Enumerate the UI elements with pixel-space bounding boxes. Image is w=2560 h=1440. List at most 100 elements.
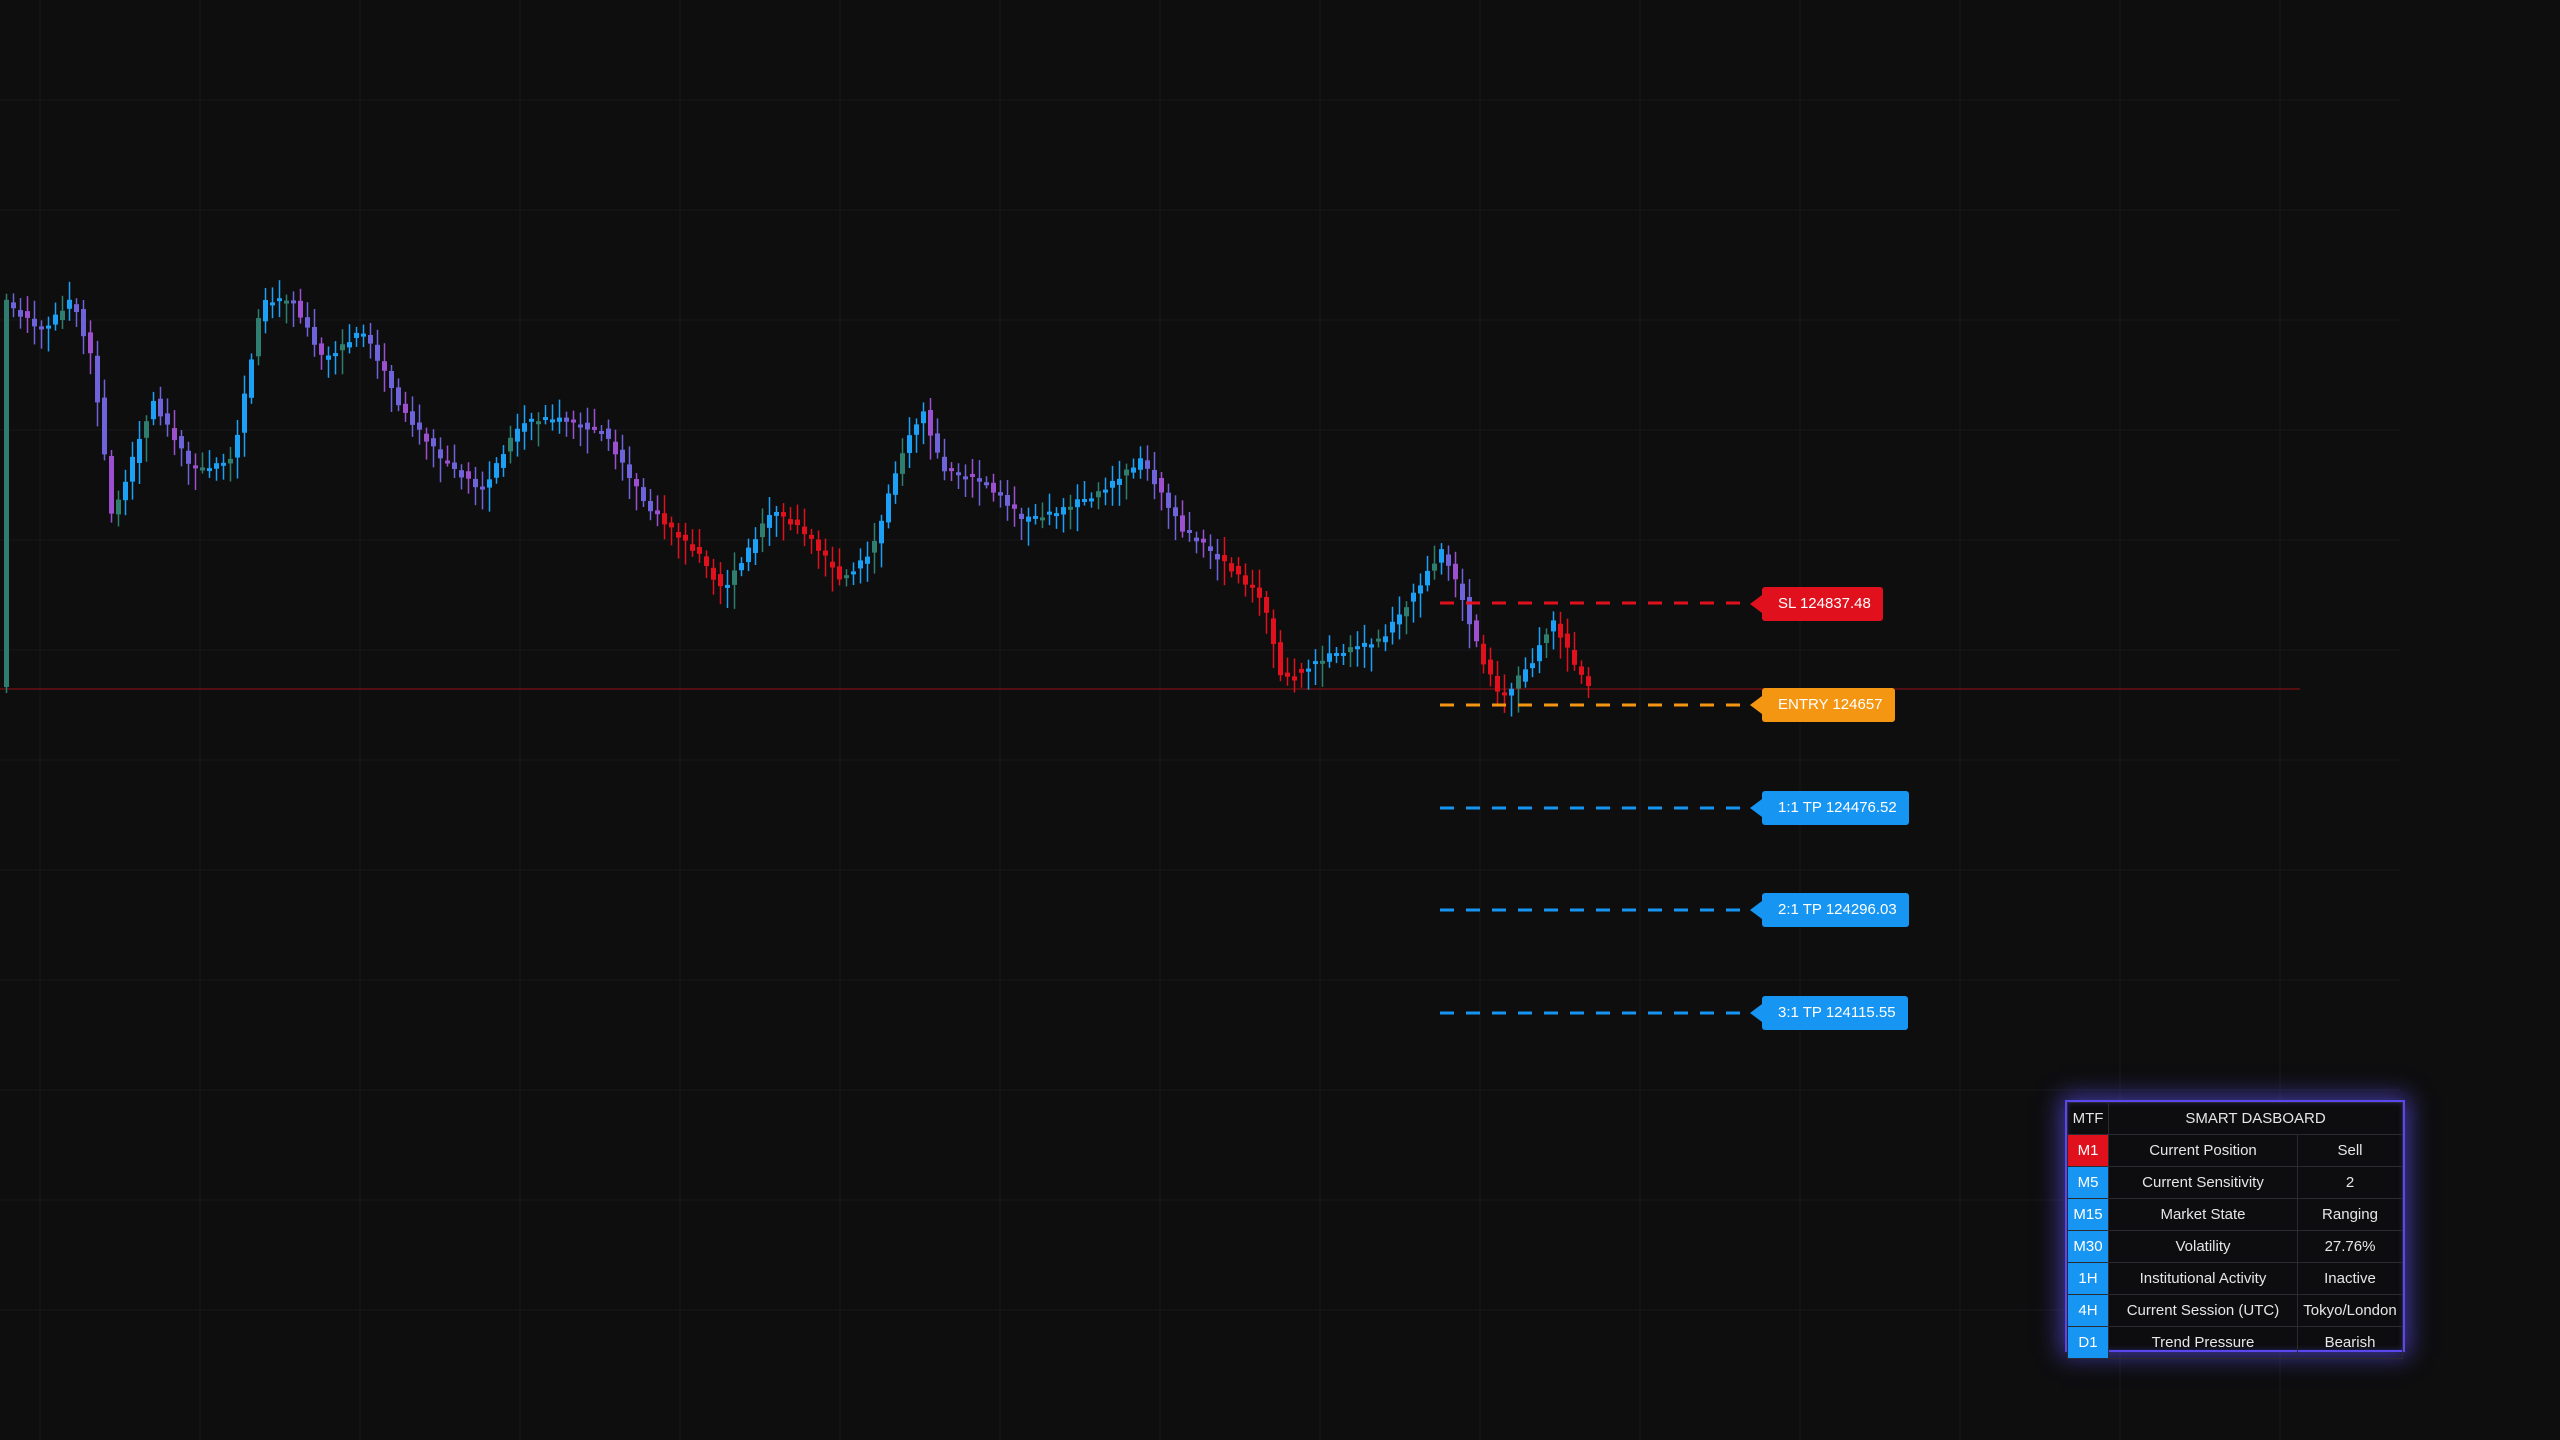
candle-body <box>1299 668 1304 673</box>
tp3-label: 3:1 TP 124115.55 <box>1750 996 1908 1030</box>
timeframe-badge-m30: M30 <box>2067 1230 2109 1263</box>
candle-body <box>830 561 835 568</box>
row-value: Ranging <box>2297 1198 2403 1231</box>
candle-body <box>1271 618 1276 644</box>
candle-body <box>760 523 765 538</box>
candle-body <box>1012 504 1017 509</box>
candle-body <box>1159 478 1164 493</box>
candle-body <box>452 462 457 469</box>
candle-body <box>550 419 555 423</box>
candle-body <box>1229 563 1234 572</box>
candle-body <box>312 327 317 345</box>
row-value: Sell <box>2297 1134 2403 1167</box>
candle-body <box>536 421 541 425</box>
candle-body <box>1313 661 1318 665</box>
candle-body <box>1320 660 1325 664</box>
candle-body <box>592 426 597 430</box>
candle-body <box>1187 530 1192 533</box>
candle-body <box>1362 642 1367 647</box>
candle-body <box>116 499 121 515</box>
candle-body <box>1474 620 1479 642</box>
candle-body <box>319 343 324 355</box>
candle-body <box>1467 597 1472 625</box>
candle-body <box>1348 647 1353 653</box>
candle-body <box>221 462 226 466</box>
candle-body <box>599 431 604 434</box>
candle-body <box>529 418 534 422</box>
candle-body <box>522 423 527 432</box>
candle-body <box>543 417 548 420</box>
candle-body <box>1446 554 1451 566</box>
candle-body <box>214 463 219 469</box>
candle-body <box>165 413 170 425</box>
dashboard-row: M30 Volatility 27.76% <box>2067 1230 2403 1263</box>
candle-body <box>676 532 681 538</box>
candle-body <box>270 302 275 306</box>
candle-body <box>809 534 814 539</box>
candle-body <box>655 510 660 515</box>
candle-body <box>11 302 16 309</box>
timeframe-badge-m15: M15 <box>2067 1198 2109 1231</box>
candle-body <box>557 417 562 422</box>
candle-body <box>515 428 520 442</box>
candle-body <box>1173 507 1178 517</box>
candle-body <box>963 476 968 480</box>
candle-body <box>382 361 387 371</box>
candle-body <box>1250 584 1255 588</box>
candle-body <box>46 325 51 329</box>
row-value: Inactive <box>2297 1262 2403 1295</box>
candle-body <box>123 481 128 501</box>
candle-body <box>1285 672 1290 677</box>
candle-body <box>648 501 653 512</box>
candle-body <box>1061 507 1066 515</box>
candle-body <box>907 435 912 453</box>
candle-body <box>389 371 394 388</box>
candle-body <box>634 479 639 487</box>
candle-body <box>1047 511 1052 515</box>
candle-body <box>410 411 415 425</box>
candle-body <box>991 482 996 493</box>
candle-body <box>284 300 289 304</box>
candle-body <box>998 492 1003 496</box>
candle-body <box>417 422 422 430</box>
candle-body <box>879 520 884 544</box>
timeframe-badge-d1: D1 <box>2067 1326 2109 1359</box>
candle-body <box>431 438 436 447</box>
candle-body <box>718 574 723 587</box>
candle-body <box>1236 566 1241 575</box>
candle-body <box>914 424 919 435</box>
candle-body <box>1495 676 1500 692</box>
candle-body <box>1243 575 1248 585</box>
candle-body <box>256 318 261 357</box>
candle-body <box>438 449 443 459</box>
candle-body <box>1131 467 1136 473</box>
candle-body <box>186 450 191 464</box>
candle-body <box>690 544 695 551</box>
candle-body <box>74 304 79 312</box>
candle-body <box>1516 675 1521 689</box>
candle-body <box>1082 499 1087 502</box>
candle-body <box>816 539 821 551</box>
dashboard-row: D1 Trend Pressure Bearish <box>2067 1326 2403 1359</box>
candle-body <box>1425 570 1430 586</box>
candle-body <box>767 515 772 528</box>
candle-body <box>970 473 975 477</box>
candle-body <box>662 513 667 525</box>
timeframe-badge-m5: M5 <box>2067 1166 2109 1199</box>
candle-body <box>291 300 296 304</box>
candle-body <box>1327 653 1332 662</box>
candle-body <box>802 526 807 535</box>
candle-body <box>1432 563 1437 571</box>
candle-body <box>53 314 58 325</box>
tp1-label: 1:1 TP 124476.52 <box>1750 791 1909 825</box>
candle-body <box>753 539 758 553</box>
candle-body <box>697 547 702 554</box>
candle-body <box>1005 495 1010 506</box>
candle-body <box>67 299 72 309</box>
candle-body <box>88 332 93 354</box>
candle-body <box>1208 546 1213 551</box>
candle-body <box>1369 644 1374 648</box>
candle-body <box>1180 515 1185 532</box>
